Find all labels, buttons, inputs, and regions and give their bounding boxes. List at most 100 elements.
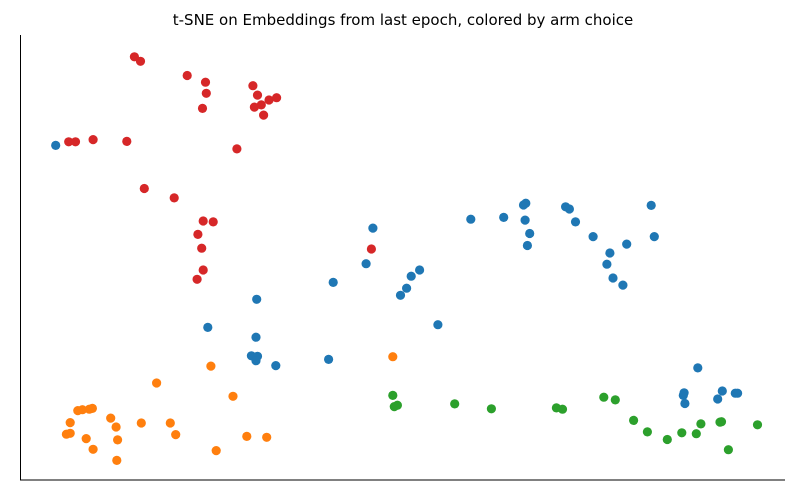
data-point [106,413,116,423]
data-point [610,395,620,405]
points-layer [51,52,763,465]
data-point [88,444,98,454]
data-point [602,259,612,269]
data-point [88,135,98,145]
data-point [522,240,533,251]
data-point [646,200,656,210]
data-point [557,404,568,414]
data-point [122,136,132,146]
data-point [713,394,723,404]
data-point [361,259,371,269]
data-point [486,404,496,414]
data-point [716,417,727,427]
data-point [395,290,406,300]
data-point [113,435,123,445]
data-point [717,386,727,396]
data-point [450,399,460,409]
data-point [152,378,162,388]
data-point [499,212,509,222]
data-point [139,183,149,194]
data-point [65,428,75,438]
data-point [73,406,83,416]
data-point [264,95,274,105]
data-point [388,390,398,400]
data-point [723,445,734,455]
data-point [366,244,376,254]
data-point [262,432,272,442]
data-point [87,403,97,413]
data-point [324,354,334,364]
data-point [618,280,628,290]
data-point [649,232,659,242]
series-2 [388,390,763,455]
data-point [599,392,609,402]
data-point [200,77,211,87]
data-point [112,455,122,465]
data-point [570,217,581,227]
data-point [251,332,261,342]
data-point [564,204,575,214]
data-point [51,140,61,150]
data-point [81,434,91,444]
data-point [466,214,476,224]
data-point [211,446,221,456]
data-point [203,322,213,332]
data-point [182,70,192,81]
data-point [201,88,211,98]
data-point [171,430,181,440]
series-3 [64,52,376,284]
data-point [691,429,701,439]
data-point [197,103,208,113]
data-point [588,232,598,242]
data-point [70,137,81,147]
data-point [242,431,252,441]
data-point [733,388,743,398]
data-point [679,388,689,398]
data-point [696,419,706,429]
data-point [525,228,535,239]
data-point [389,402,399,412]
data-point [252,90,263,100]
data-point [65,418,75,428]
data-point [193,229,203,239]
series-1 [61,352,398,465]
data-point [521,198,531,208]
data-point [206,361,216,371]
data-point [608,273,618,283]
data-point [368,223,378,233]
data-point [629,415,639,425]
data-point [402,283,412,293]
data-point [252,294,262,304]
data-point [271,361,281,371]
chart-title: t-SNE on Embeddings from last epoch, col… [172,11,634,29]
data-point [248,81,258,91]
data-point [680,398,690,409]
data-point [208,217,218,227]
data-point [433,320,443,330]
data-point [111,422,121,432]
data-point [232,144,242,154]
data-point [388,352,398,362]
data-point [198,265,208,275]
series-0 [51,140,743,409]
data-point [251,356,261,366]
data-point [520,215,530,225]
data-point [415,265,425,275]
data-point [677,428,687,438]
data-point [165,418,175,428]
data-point [256,100,266,110]
data-point [693,363,703,373]
data-point [192,274,202,284]
data-point [249,102,259,112]
data-point [135,56,146,66]
data-point [752,420,763,430]
data-point [169,193,179,203]
data-point [259,110,269,120]
data-point [605,248,615,258]
data-point [197,243,207,253]
data-point [198,216,208,226]
data-point [272,93,282,103]
data-point [328,277,338,287]
